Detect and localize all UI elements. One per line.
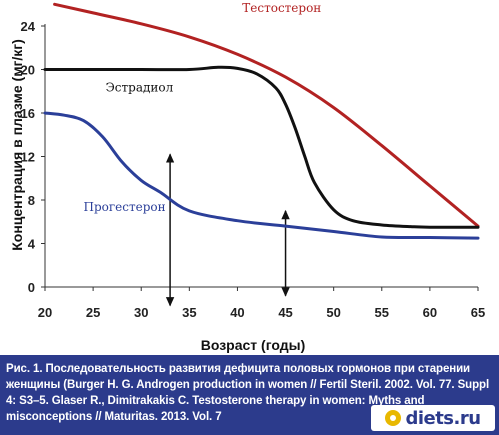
series-label-estradiol: Эстрадиол [106,80,174,94]
x-axis-title: Возраст (годы) [201,337,306,353]
x-tick-label: 45 [278,305,292,320]
x-tick-label: 25 [86,305,100,320]
series-line-estradiol [43,65,480,229]
annotations [165,153,290,307]
series-labels: Тестостерон Эстрадиол Прогестерон [83,1,321,214]
axes: 20 25 30 35 40 45 50 55 60 65 0 4 8 12 16 20 24 [21,19,486,320]
y-tick-label: 16 [21,106,35,121]
x-tick-label: 65 [471,305,485,320]
chart: 20 25 30 35 40 45 50 55 60 65 0 4 8 12 16 20 24 Тестосте… [9,1,486,353]
series-label-progesterone: Прогестерон [83,200,165,214]
y-tick-label: 4 [28,237,36,252]
y-tick-label: 20 [21,63,35,78]
logo-mark-icon [385,410,402,426]
x-tick-label: 60 [423,305,437,320]
y-tick-label: 24 [21,19,36,34]
y-tick-label: 0 [28,280,35,295]
x-tick-label: 20 [38,305,52,320]
y-tick-label: 8 [28,193,35,208]
site-logo: diets.ru [371,405,495,431]
logo-text: diets.ru [405,407,481,429]
caption-text: Рис. 1. Последовательность развития дефи… [6,363,490,423]
x-tick-label: 40 [230,305,244,320]
x-tick-label: 35 [182,305,196,320]
series-lines [43,2,480,240]
series-label-testosterone: Тестостерон [242,1,321,15]
series-line-testosterone [53,2,480,228]
x-tick-label: 55 [375,305,389,320]
y-tick-label: 12 [21,150,35,165]
series-line-progesterone [43,111,480,240]
x-tick-label: 50 [326,305,340,320]
y-axis-title: Концентрация в плазме (мг/кг) [9,39,25,251]
x-tick-label: 30 [134,305,148,320]
